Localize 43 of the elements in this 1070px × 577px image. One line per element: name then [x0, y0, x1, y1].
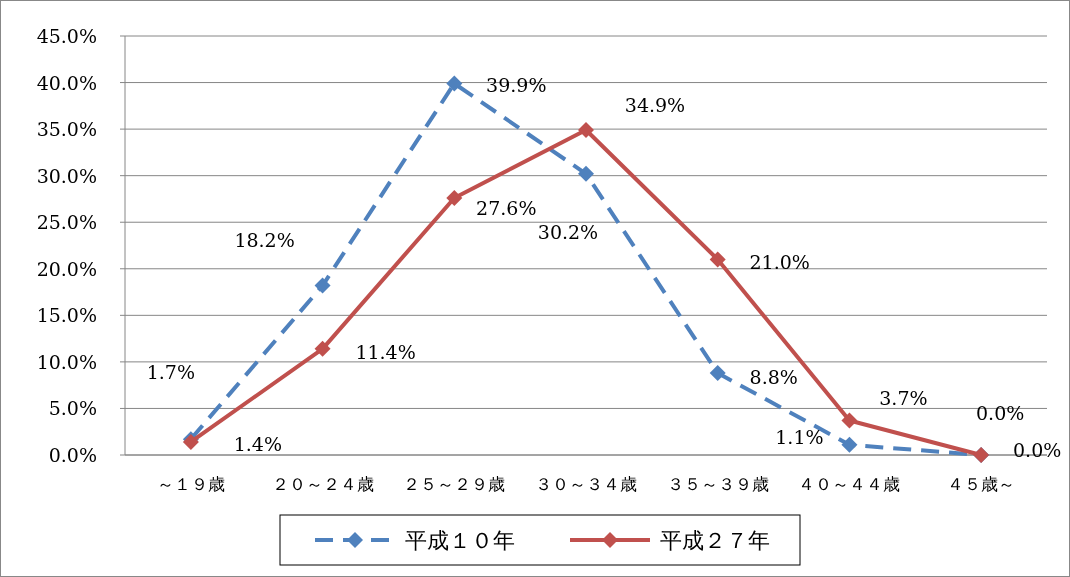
point — [578, 165, 594, 182]
data-label: 1.1% — [775, 425, 824, 448]
y-tick-label: 10.0% — [36, 350, 97, 373]
x-tick-label: ３５～３９歳 — [666, 474, 769, 494]
data-label: 1.4% — [233, 432, 282, 455]
x-tick-label: ～１９歳 — [156, 474, 225, 494]
y-tick-label: 45.0% — [36, 25, 97, 47]
y-tick-label: 35.0% — [36, 118, 97, 141]
y-tick-label: 40.0% — [36, 71, 97, 94]
point — [709, 251, 726, 268]
x-tick-label: ２５～２９歳 — [403, 474, 506, 494]
data-label: 1.7% — [146, 361, 195, 384]
y-tick-label: 25.0% — [36, 211, 97, 234]
x-tick-label: ３０～３４歳 — [535, 474, 637, 494]
x-tick-label: ４０～４４歳 — [798, 474, 901, 494]
data-label: 18.2% — [234, 228, 295, 251]
point — [446, 75, 463, 92]
point — [314, 340, 331, 357]
data-label: 21.0% — [749, 251, 810, 274]
y-tick-label: 5.0% — [48, 397, 97, 420]
point — [841, 436, 858, 453]
y-tick-label: 20.0% — [36, 257, 97, 280]
data-label: 27.6% — [476, 197, 537, 220]
data-label: 39.9% — [486, 74, 547, 97]
point — [578, 122, 594, 139]
data-label: 11.4% — [355, 340, 416, 363]
data-label: 0.0% — [1013, 439, 1062, 461]
point — [709, 365, 726, 382]
x-tick-label: ４５歳～ — [947, 474, 1016, 494]
legend-label: 平成２７年 — [660, 528, 770, 553]
data-label: 34.9% — [624, 94, 686, 117]
y-tick-label: 30.0% — [36, 164, 97, 187]
y-tick-label: 15.0% — [36, 304, 97, 327]
point — [314, 277, 331, 294]
y-tick-label: 0.0% — [48, 444, 97, 466]
point — [841, 412, 858, 429]
point — [446, 190, 463, 207]
data-label: 30.2% — [537, 220, 599, 243]
legend-label: 平成１０年 — [405, 528, 515, 553]
data-label: 8.8% — [749, 366, 798, 389]
data-label: 0.0% — [976, 402, 1025, 424]
x-tick-label: ２０～２４歳 — [271, 474, 374, 494]
data-label: 3.7% — [879, 386, 928, 409]
